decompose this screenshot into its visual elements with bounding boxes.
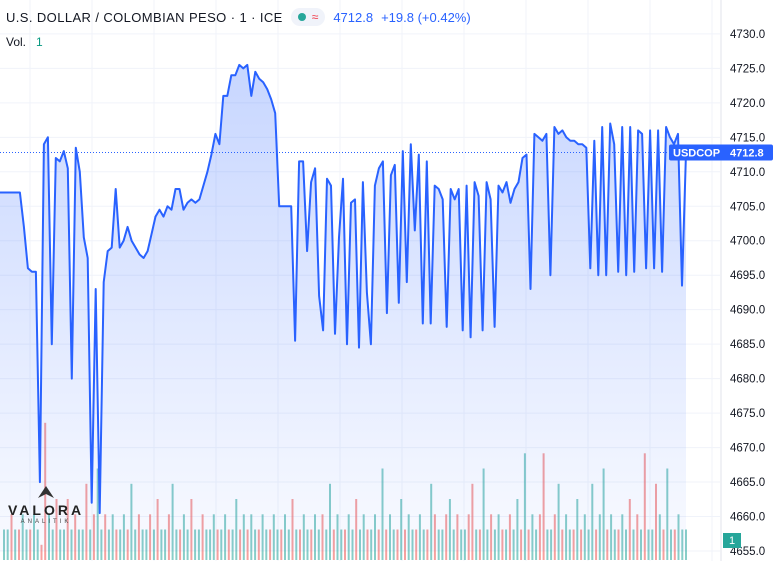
- symbol-title[interactable]: U.S. DOLLAR / COLOMBIAN PESO · 1 · ICE: [6, 9, 283, 25]
- valora-arrow-icon: [38, 486, 54, 498]
- y-tick-label: 4665.0: [730, 477, 765, 489]
- delayed-data-icon: ≈: [311, 10, 319, 24]
- volume-badge-value: 1: [729, 535, 735, 547]
- y-tick-label: 4670.0: [730, 443, 765, 455]
- watermark-logo: VALORA ANALITIK: [8, 484, 84, 525]
- price-change: +19.8 (+0.42%): [381, 9, 471, 25]
- volume-label: Vol.: [6, 35, 27, 49]
- y-tick-label: 4700.0: [730, 236, 765, 248]
- y-tick-label: 4705.0: [730, 201, 765, 213]
- y-tick-label: 4655.0: [730, 546, 765, 558]
- volume-legend: Vol. 1: [6, 35, 43, 49]
- last-price: 4712.8: [333, 9, 374, 25]
- y-tick-label: 4690.0: [730, 305, 765, 317]
- y-tick-label: 4660.0: [730, 512, 765, 524]
- volume-badge-background: [723, 533, 741, 548]
- y-tick-label: 4730.0: [730, 29, 765, 41]
- watermark-sub: ANALITIK: [20, 519, 72, 525]
- y-tick-label: 4720.0: [730, 98, 765, 110]
- volume-badge: 1: [723, 533, 741, 548]
- chart-legend: U.S. DOLLAR / COLOMBIAN PESO · 1 · ICE ≈…: [6, 8, 471, 26]
- market-open-dot-icon: [297, 13, 306, 21]
- y-tick-label: 4680.0: [730, 374, 765, 386]
- y-tick-label: 4695.0: [730, 270, 765, 282]
- price-area-fill: [0, 64, 686, 552]
- price-line: [0, 63, 687, 515]
- watermark-brand: VALORA: [8, 502, 85, 518]
- y-tick-label: 4725.0: [730, 63, 765, 75]
- volume-value: 1: [36, 35, 43, 49]
- price-tag-value: 4712.8: [730, 147, 764, 159]
- price-axis[interactable]: 4730.0 4725.0 4720.0 4715.0 4710.0 4705.0 4700…: [730, 29, 765, 558]
- volume-bar: [40, 544, 43, 560]
- market-status[interactable]: ≈: [290, 8, 326, 26]
- price-tag-background: [669, 144, 773, 161]
- y-tick-label: 4715.0: [730, 132, 765, 144]
- y-tick-label: 4685.0: [730, 339, 765, 351]
- y-tick-label: 4710.0: [730, 167, 765, 179]
- price-tag: USDCOP 4712.8: [669, 144, 773, 161]
- price-tag-symbol: USDCOP: [673, 147, 720, 159]
- y-tick-label: 4675.0: [730, 408, 765, 420]
